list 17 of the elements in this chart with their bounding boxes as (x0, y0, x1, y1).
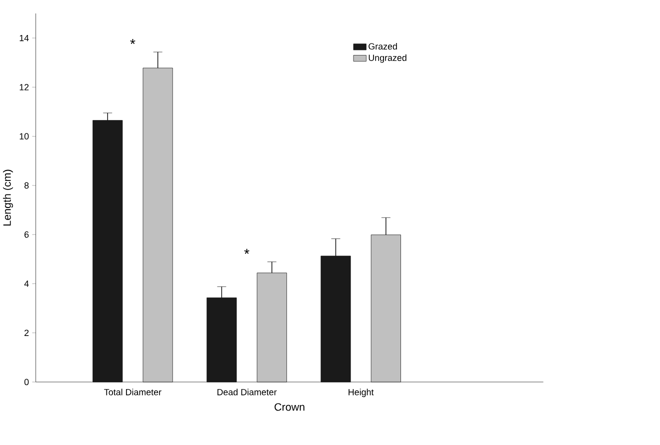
y-tick-label: 14 (20, 35, 29, 42)
legend-label: Ungrazed (368, 54, 406, 63)
annotation: * (244, 248, 250, 254)
y-tick-label: 10 (20, 133, 29, 140)
annotation: * (130, 39, 136, 44)
x-tick-label: Height (348, 388, 374, 398)
x-axis-title: Crown (274, 403, 304, 411)
y-tick-label: 4 (24, 280, 29, 287)
y-tick-label: 8 (24, 182, 29, 189)
y-tick-label: 12 (20, 84, 29, 90)
x-tick-label: Total Diameter (104, 388, 162, 396)
y-tick-label: 2 (24, 330, 29, 336)
y-tick-label: 0 (24, 378, 29, 386)
y-tick-label: 6 (24, 232, 29, 238)
legend-label: Grazed (368, 43, 397, 50)
x-tick-label: Dead Diameter (217, 388, 277, 396)
y-axis-title: Length (cm) (2, 170, 13, 226)
